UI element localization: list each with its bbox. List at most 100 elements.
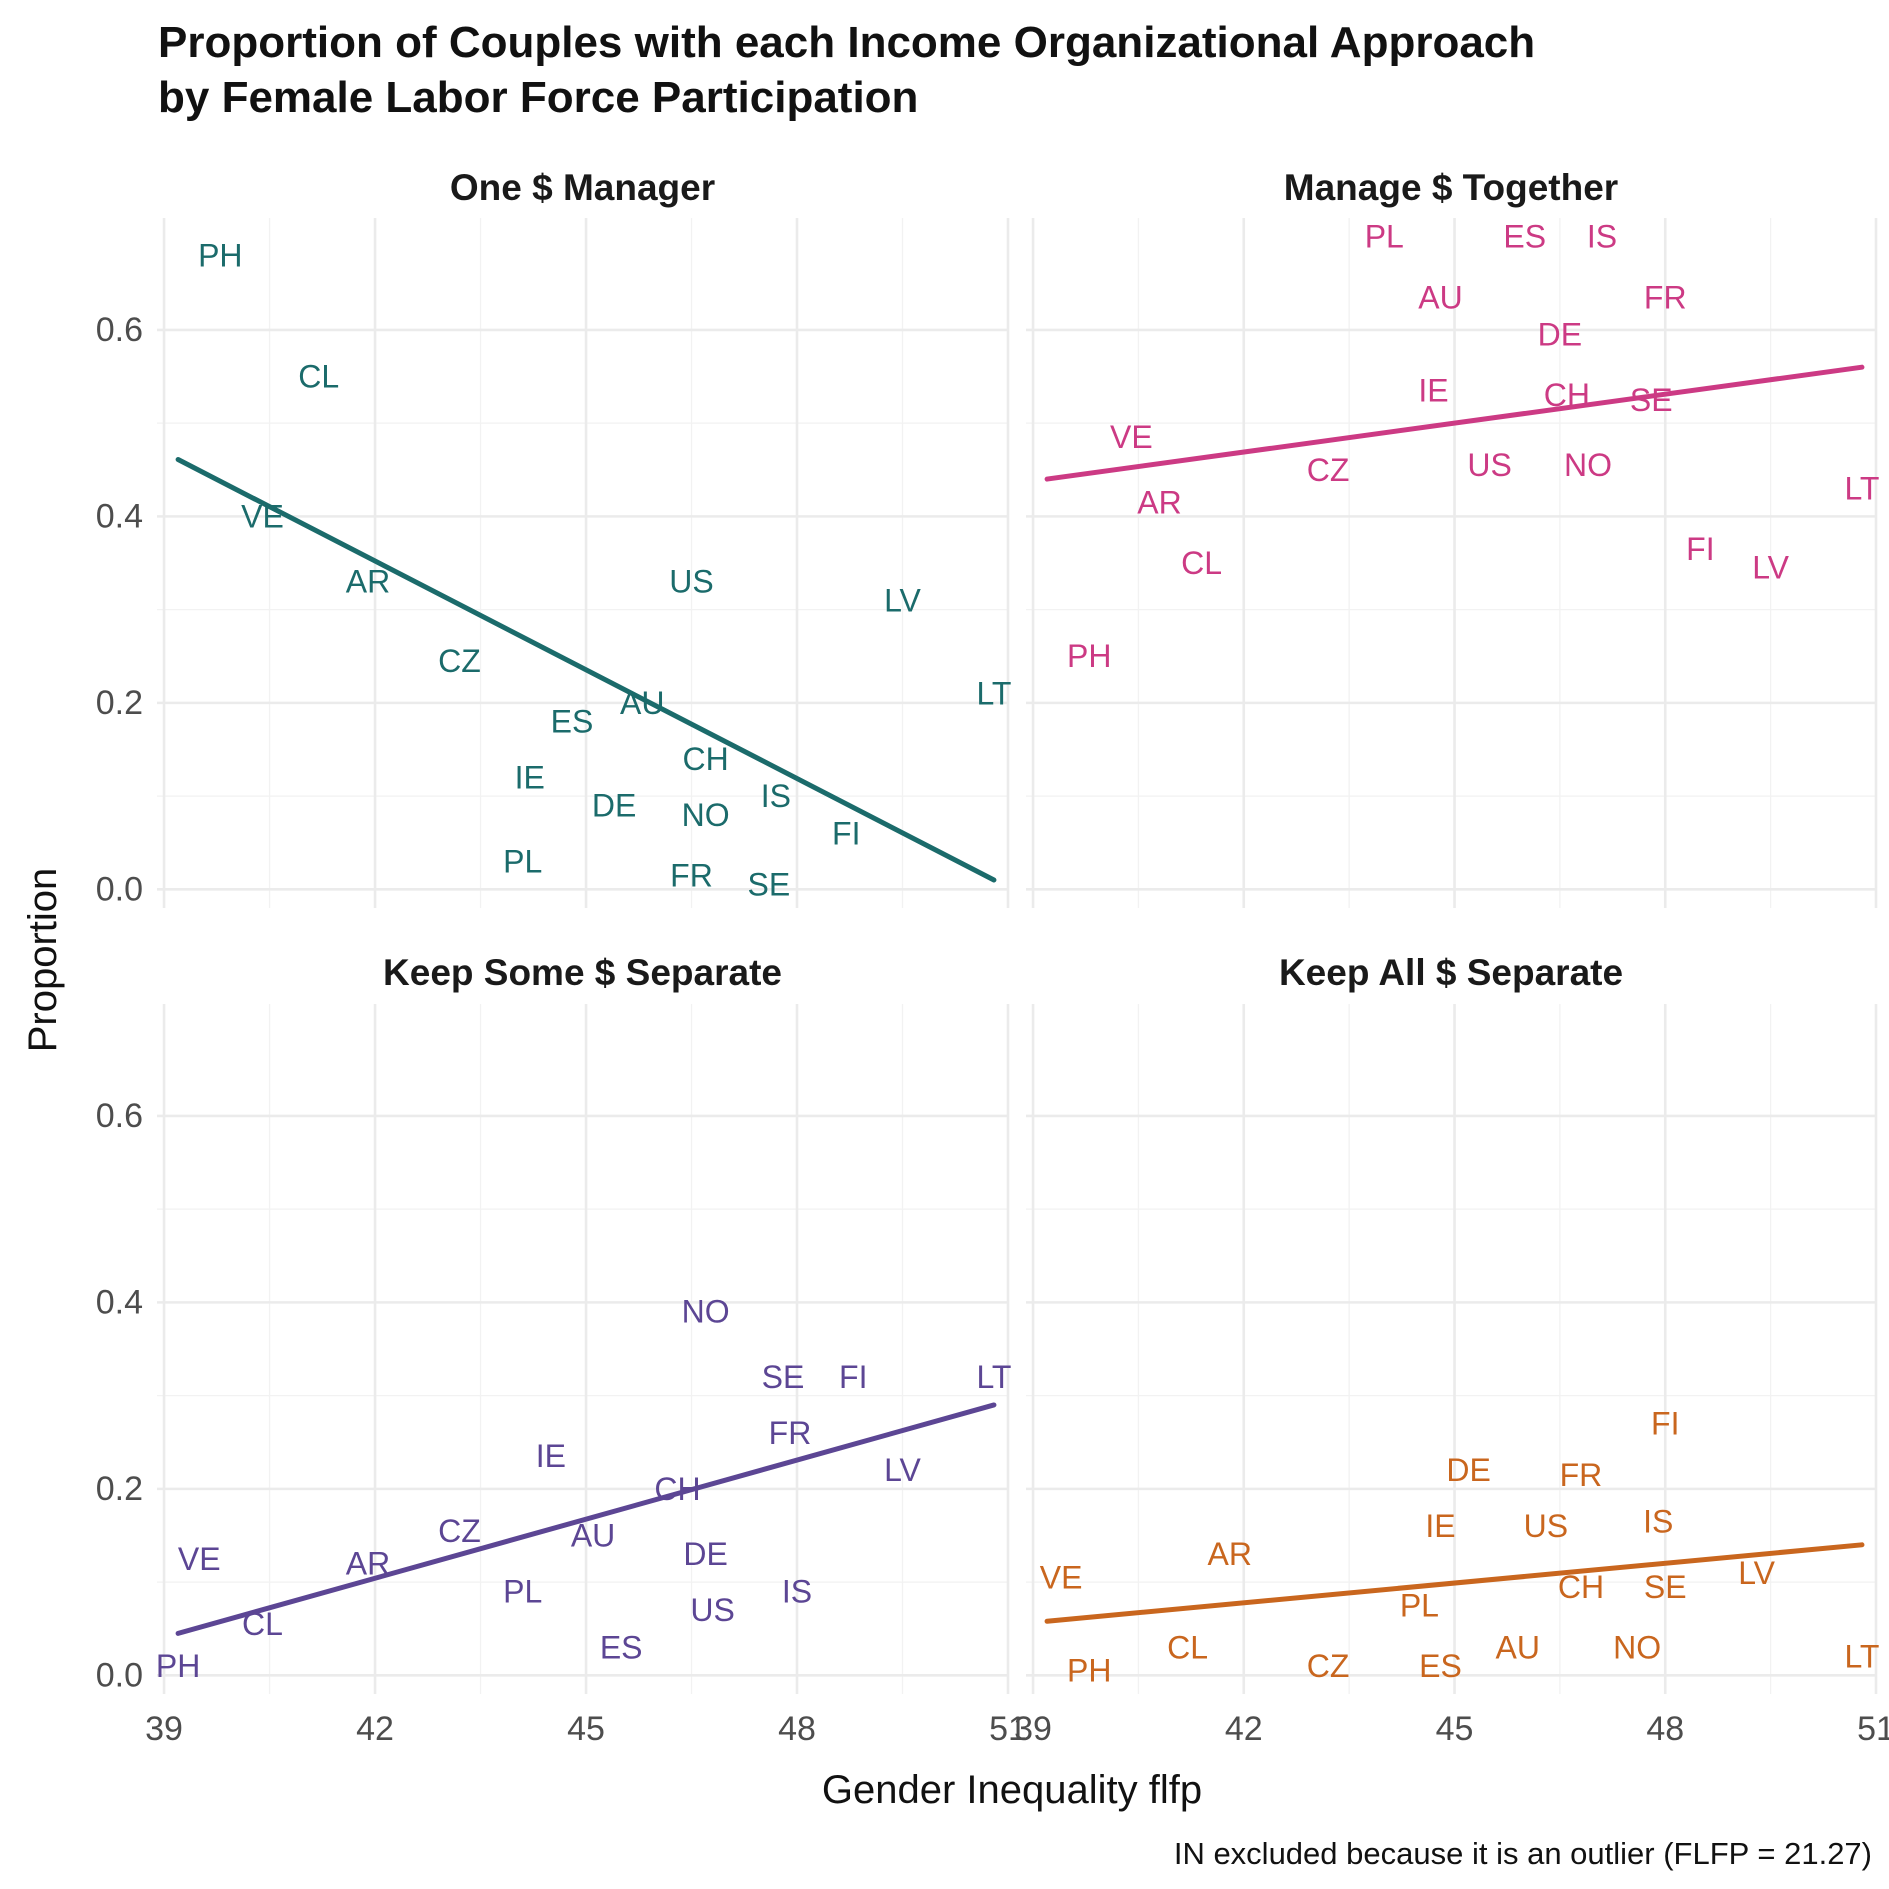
- point-label-de: DE: [1538, 317, 1582, 353]
- point-label-no: NO: [1613, 1629, 1661, 1665]
- point-label-lv: LV: [1752, 550, 1789, 586]
- point-label-au: AU: [1496, 1629, 1540, 1665]
- trend-line: [1044, 1542, 1865, 1624]
- point-label-lv: LV: [884, 582, 921, 618]
- point-label-fi: FI: [839, 1359, 867, 1395]
- point-label-es: ES: [600, 1629, 643, 1665]
- x-axis-title: Gender Inequality flfp: [822, 1768, 1202, 1812]
- point-label-fi: FI: [832, 815, 860, 851]
- point-label-no: NO: [682, 1294, 730, 1330]
- point-label-fr: FR: [1644, 279, 1687, 315]
- x-tick-label: 45: [1436, 1710, 1474, 1748]
- trend-line: [1044, 364, 1865, 482]
- x-tick-label: 39: [145, 1710, 183, 1748]
- point-label-us: US: [1524, 1508, 1568, 1544]
- point-label-lt: LT: [976, 1359, 1011, 1395]
- y-tick-label: 0.2: [96, 684, 143, 722]
- point-label-es: ES: [1503, 219, 1546, 255]
- point-label-ve: VE: [241, 498, 284, 534]
- point-label-fr: FR: [769, 1415, 812, 1451]
- point-label-ch: CH: [1558, 1569, 1604, 1605]
- y-tick-label: 0.0: [96, 1656, 143, 1694]
- point-label-ar: AR: [346, 564, 390, 600]
- gridlines: [157, 218, 1010, 908]
- point-label-lv: LV: [884, 1452, 921, 1488]
- x-tick-label: 39: [1014, 1710, 1052, 1748]
- point-label-ch: CH: [682, 741, 728, 777]
- point-label-ph: PH: [198, 237, 242, 273]
- point-label-is: IS: [1643, 1504, 1673, 1540]
- y-tick-label: 0.6: [96, 1097, 143, 1135]
- point-label-ch: CH: [654, 1471, 700, 1507]
- trend-line: [175, 457, 997, 883]
- point-label-ie: IE: [536, 1438, 566, 1474]
- point-label-fr: FR: [670, 857, 713, 893]
- y-tick-label: 0.6: [96, 311, 143, 349]
- facet-keep-some-separate: Keep Some $ Separate NO SE FI LT FR LV IE CH CZ AU…: [156, 952, 1011, 1694]
- point-label-es: ES: [1419, 1648, 1462, 1684]
- point-label-se: SE: [1630, 382, 1673, 418]
- x-tick-label: 42: [356, 1710, 394, 1748]
- gridlines: [157, 1004, 1010, 1694]
- point-label-us: US: [669, 564, 713, 600]
- point-label-ph: PH: [1067, 638, 1111, 674]
- point-label-is: IS: [782, 1573, 812, 1609]
- point-label-se: SE: [1644, 1569, 1687, 1605]
- point-label-lt: LT: [976, 676, 1011, 712]
- chart-caption: IN excluded because it is an outlier (FL…: [1174, 1836, 1872, 1871]
- point-label-pl: PL: [1365, 219, 1404, 255]
- point-label-se: SE: [762, 1359, 805, 1395]
- point-label-au: AU: [1418, 279, 1462, 315]
- x-tick-label: 42: [1225, 1710, 1263, 1748]
- point-label-fi: FI: [1686, 531, 1714, 567]
- facet-panels: One $ Manager PH CL VE AR CZ US LV LT AU ES CH IE DE N…: [156, 167, 1879, 1694]
- point-label-pl: PL: [1400, 1587, 1439, 1623]
- point-label-ar: AR: [1137, 484, 1181, 520]
- point-label-ie: IE: [1425, 1508, 1455, 1544]
- facet-title: Keep Some $ Separate: [383, 952, 782, 993]
- point-label-lv: LV: [1738, 1555, 1775, 1591]
- point-label-de: DE: [683, 1536, 727, 1572]
- point-label-is: IS: [1587, 219, 1617, 255]
- y-tick-label: 0.0: [96, 870, 143, 908]
- point-label-au: AU: [620, 685, 664, 721]
- point-label-cz: CZ: [438, 1513, 481, 1549]
- point-label-ve: VE: [1110, 419, 1153, 455]
- x-tick-label: 51: [1857, 1710, 1889, 1748]
- point-label-ph: PH: [156, 1648, 200, 1684]
- y-axis-title: Proportion: [21, 868, 65, 1053]
- facet-title: One $ Manager: [450, 167, 715, 208]
- facet-title: Manage $ Together: [1284, 167, 1618, 208]
- point-label-cz: CZ: [1307, 1648, 1350, 1684]
- y-tick-label: 0.4: [96, 497, 143, 535]
- point-label-fr: FR: [1560, 1457, 1603, 1493]
- point-label-ch: CH: [1544, 377, 1590, 413]
- point-label-no: NO: [1564, 447, 1612, 483]
- chart-subtitle: by Female Labor Force Participation: [158, 73, 918, 122]
- point-label-cl: CL: [242, 1606, 283, 1642]
- x-tick-label: 51: [989, 1710, 1027, 1748]
- point-label-ie: IE: [515, 759, 545, 795]
- chart-title: Proportion of Couples with each Income O…: [158, 18, 1535, 67]
- point-label-ve: VE: [1040, 1559, 1083, 1595]
- point-label-se: SE: [748, 867, 791, 903]
- point-label-ie: IE: [1418, 373, 1448, 409]
- point-label-au: AU: [571, 1517, 615, 1553]
- point-label-lt: LT: [1844, 470, 1879, 506]
- point-label-cl: CL: [1181, 545, 1222, 581]
- point-label-de: DE: [1446, 1452, 1490, 1488]
- point-label-cl: CL: [298, 359, 339, 395]
- y-tick-label: 0.4: [96, 1283, 143, 1321]
- facet-manage-together: Manage $ Together PL ES IS AU FR DE IE CH SE VE CZ U…: [1026, 167, 1879, 908]
- point-label-pl: PL: [503, 843, 542, 879]
- x-tick-label: 45: [567, 1710, 605, 1748]
- point-label-lt: LT: [1844, 1639, 1879, 1675]
- point-label-cz: CZ: [1307, 452, 1350, 488]
- point-label-ph: PH: [1067, 1653, 1111, 1689]
- facet-title: Keep All $ Separate: [1279, 952, 1623, 993]
- point-label-cz: CZ: [438, 643, 481, 679]
- point-label-ve: VE: [178, 1541, 221, 1577]
- point-label-fi: FI: [1651, 1406, 1679, 1442]
